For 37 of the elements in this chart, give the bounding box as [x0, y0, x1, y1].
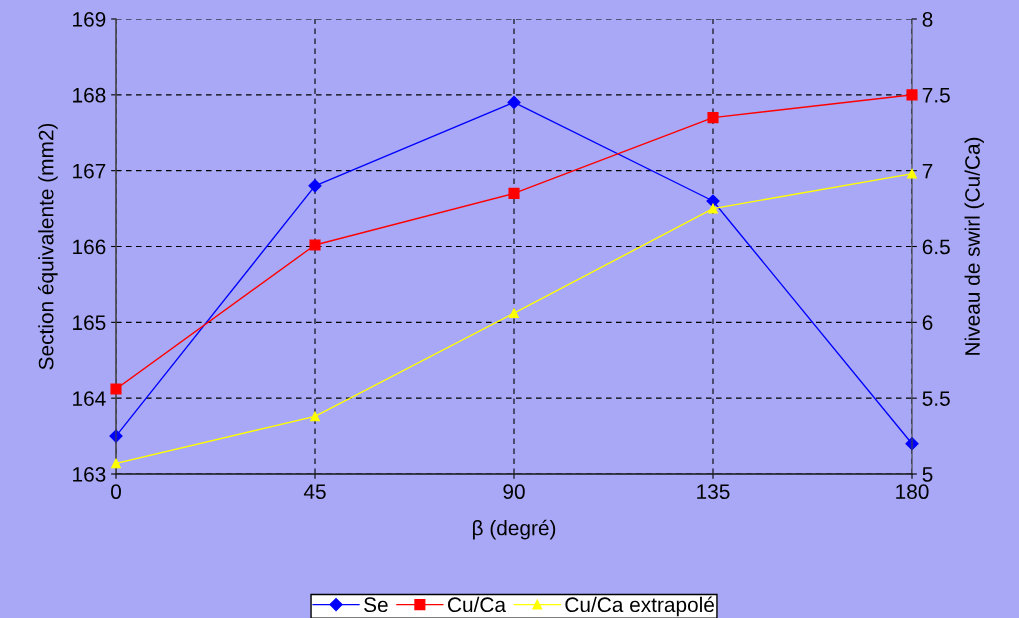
x-tick-label: 135 [697, 484, 730, 500]
legend-label: Cu/Ca extrapolé [565, 596, 714, 617]
point [906, 89, 918, 101]
x-tick-label: 45 [303, 484, 326, 500]
x-axis-title: β (degré) [472, 519, 556, 540]
point [308, 179, 322, 193]
x-tick-label: 90 [503, 484, 525, 500]
x-tick-label: 0 [111, 484, 121, 500]
y-tick-label: 169 [73, 12, 106, 27]
y-tick-label: 166 [73, 239, 106, 255]
y2-tick-label: 5 [922, 467, 933, 482]
point [507, 95, 521, 110]
point [310, 411, 320, 422]
point [508, 187, 520, 199]
point [707, 112, 719, 124]
x-tick-label: 180 [896, 484, 929, 500]
point [907, 168, 917, 179]
y2-tick-label: 7.5 [922, 88, 950, 103]
point [708, 203, 718, 214]
y-axis-title: Section équivalente (mm2) [37, 123, 58, 370]
point [509, 308, 519, 319]
y2-tick-label: 8 [922, 12, 933, 27]
y-tick-label: 163 [73, 467, 106, 482]
point [111, 458, 121, 469]
legend-label: Se [364, 597, 388, 613]
y2-tick-label: 6 [922, 315, 933, 331]
y-tick-label: 164 [73, 391, 106, 406]
y-tick-label: 168 [73, 87, 106, 103]
point [110, 383, 122, 395]
y-tick-label: 165 [73, 315, 106, 331]
y2-tick-label: 7 [922, 163, 933, 179]
y2-tick-label: 6.5 [922, 239, 950, 255]
legend-label: Cu/Ca [448, 596, 506, 613]
y2-axis-title: Niveau de swirl (Cu/Ca) [964, 137, 984, 355]
y2-tick-label: 5.5 [922, 391, 950, 406]
y-tick-label: 167 [73, 163, 106, 179]
point [309, 239, 321, 251]
